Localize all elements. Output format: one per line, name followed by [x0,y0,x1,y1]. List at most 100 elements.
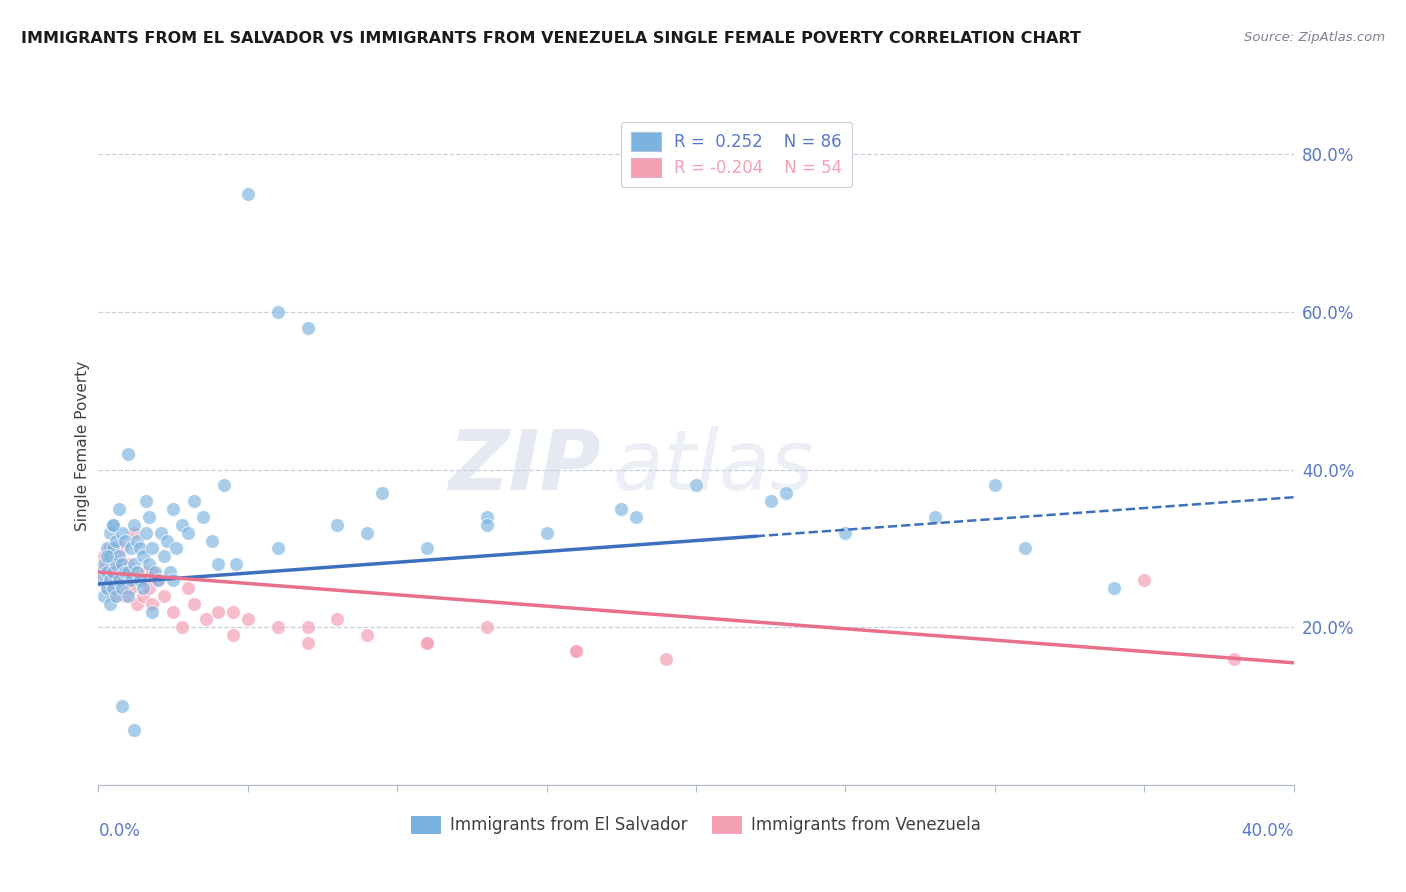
Point [1133,573,1156,587]
Point [98,573,122,587]
Point [132,589,155,603]
Point [114,589,136,603]
Point [267,305,290,319]
Point [117,565,139,579]
Point [162,605,184,619]
Point [156,533,179,548]
Point [93,549,115,564]
Point [96,581,118,595]
Point [626,510,648,524]
Point [356,628,378,642]
Point [105,589,128,603]
Point [1104,581,1126,595]
Point [356,525,378,540]
Point [191,510,214,524]
Point [93,589,115,603]
Point [655,652,678,666]
Point [326,612,349,626]
Point [141,541,163,556]
Point [775,486,797,500]
Point [124,565,146,579]
Point [111,558,134,572]
Point [201,533,224,548]
Point [177,581,200,595]
Point [165,541,187,556]
Point [98,541,122,556]
Point [685,478,707,492]
Point [759,494,782,508]
Point [105,533,128,548]
Point [127,597,149,611]
Point [96,565,118,579]
Point [132,581,155,595]
Point [111,699,134,714]
Point [103,565,125,579]
Point [111,581,134,595]
Point [120,573,142,587]
Point [135,565,157,579]
Point [111,525,134,540]
Point [138,558,160,572]
Point [183,494,205,508]
Point [267,620,290,634]
Point [117,447,139,461]
Point [212,478,235,492]
Point [124,723,146,737]
Point [103,541,125,556]
Point [135,525,157,540]
Point [129,541,152,556]
Point [90,573,112,587]
Point [1014,541,1036,556]
Point [222,628,245,642]
Point [103,517,125,532]
Point [297,320,319,334]
Legend: Immigrants from El Salvador, Immigrants from Venezuela: Immigrants from El Salvador, Immigrants … [405,809,987,841]
Point [984,478,1007,492]
Point [924,510,946,524]
Point [475,510,498,524]
Point [267,541,290,556]
Point [96,541,118,556]
Point [103,517,125,532]
Text: ZIP: ZIP [447,425,600,507]
Point [153,549,176,564]
Point [207,605,229,619]
Point [834,525,856,540]
Point [114,565,136,579]
Point [96,549,118,564]
Point [1223,652,1246,666]
Text: IMMIGRANTS FROM EL SALVADOR VS IMMIGRANTS FROM VENEZUELA SINGLE FEMALE POVERTY C: IMMIGRANTS FROM EL SALVADOR VS IMMIGRANT… [21,31,1081,46]
Point [105,573,128,587]
Point [236,612,259,626]
Point [143,565,166,579]
Point [117,558,139,572]
Point [536,525,558,540]
Point [141,565,163,579]
Point [475,517,498,532]
Point [127,533,149,548]
Point [297,620,319,634]
Point [150,525,173,540]
Point [416,541,439,556]
Point [120,581,142,595]
Point [141,605,163,619]
Point [129,573,152,587]
Point [114,565,136,579]
Point [124,558,146,572]
Point [129,573,152,587]
Point [565,644,588,658]
Point [114,533,136,548]
Point [153,589,176,603]
Point [148,573,170,587]
Point [162,502,184,516]
Point [124,525,146,540]
Point [93,558,115,572]
Point [132,549,155,564]
Point [297,636,319,650]
Text: 40.0%: 40.0% [1241,822,1294,840]
Point [96,558,118,572]
Point [108,573,131,587]
Text: atlas: atlas [613,425,814,507]
Point [108,581,131,595]
Point [207,558,229,572]
